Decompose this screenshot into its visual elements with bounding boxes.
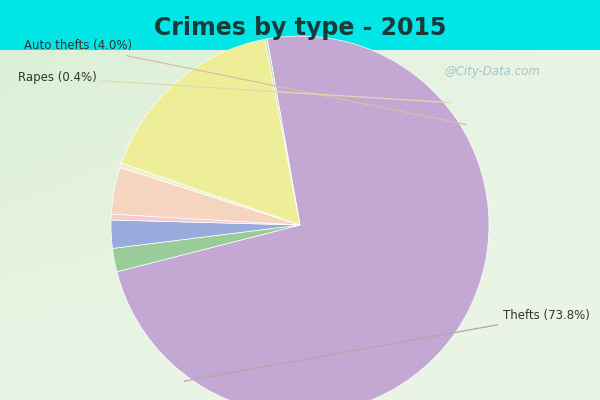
Text: Robberies (2.0%): Robberies (2.0%): [0, 399, 1, 400]
Text: Murders (0.2%): Murders (0.2%): [0, 399, 1, 400]
Text: Burglaries (16.7%): Burglaries (16.7%): [0, 399, 1, 400]
Text: Auto thefts (4.0%): Auto thefts (4.0%): [24, 39, 467, 125]
Text: Thefts (73.8%): Thefts (73.8%): [184, 310, 590, 381]
Text: Arson (0.5%): Arson (0.5%): [0, 399, 1, 400]
Text: @City-Data.com: @City-Data.com: [444, 66, 540, 78]
Wedge shape: [111, 220, 300, 248]
Text: Assaults (2.4%): Assaults (2.4%): [0, 399, 1, 400]
Wedge shape: [121, 39, 300, 225]
Wedge shape: [112, 168, 300, 225]
Wedge shape: [117, 36, 489, 400]
Wedge shape: [120, 163, 300, 225]
Wedge shape: [111, 214, 300, 225]
Wedge shape: [112, 225, 300, 272]
Text: Crimes by type - 2015: Crimes by type - 2015: [154, 16, 446, 40]
Text: Rapes (0.4%): Rapes (0.4%): [18, 72, 451, 103]
Wedge shape: [265, 39, 300, 225]
